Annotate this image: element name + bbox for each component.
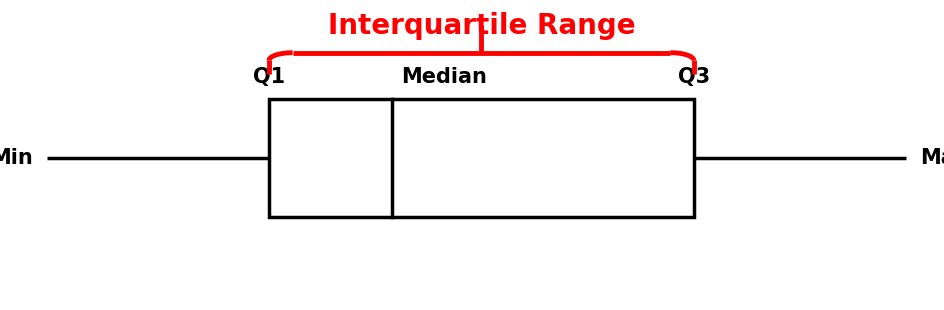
Text: Q3: Q3 — [678, 67, 710, 87]
Text: Max: Max — [920, 148, 944, 168]
Text: Min: Min — [0, 148, 33, 168]
Text: Median: Median — [401, 67, 487, 87]
Bar — [269, 99, 694, 217]
Text: Interquartile Range: Interquartile Range — [328, 12, 635, 40]
Text: Q1: Q1 — [253, 67, 285, 87]
